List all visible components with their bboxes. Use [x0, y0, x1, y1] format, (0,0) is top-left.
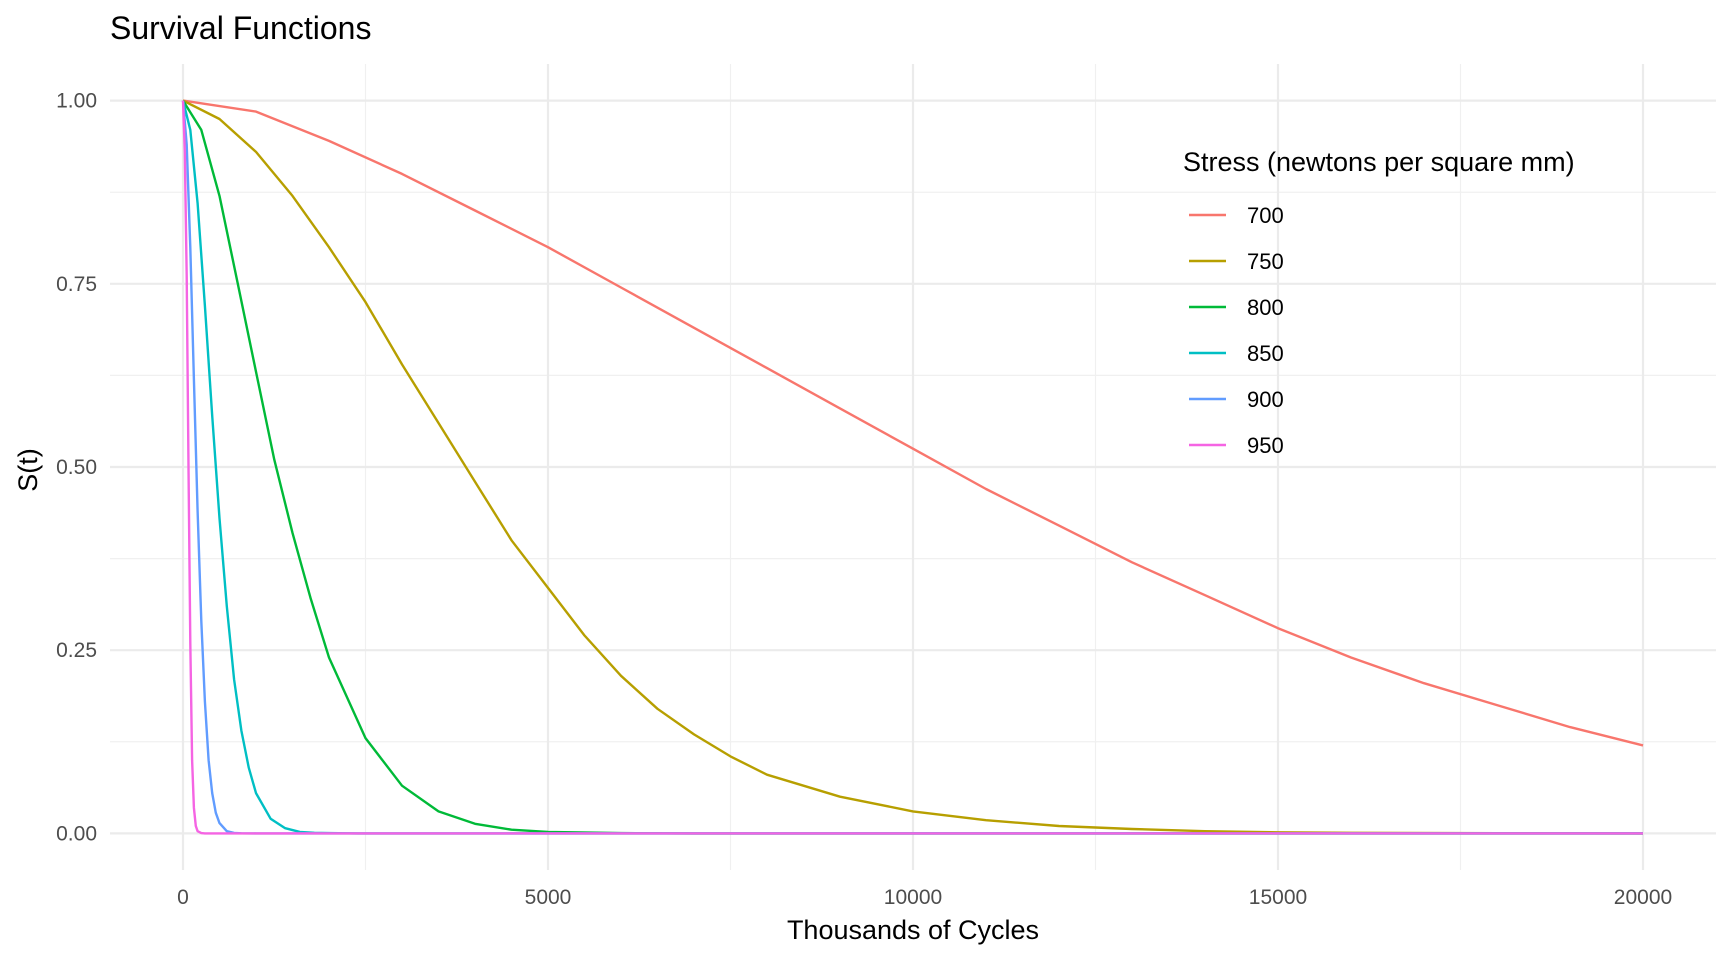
- series-line-950: [181, 100, 1643, 835]
- legend-label-800: 800: [1247, 295, 1284, 320]
- y-tick-label: 0.50: [56, 456, 97, 479]
- x-tick-label: 10000: [884, 886, 942, 909]
- x-tick-label: 20000: [1614, 886, 1672, 909]
- grid-major: [110, 64, 1716, 870]
- series-line-750: [182, 99, 1644, 835]
- x-tick-label: 5000: [525, 886, 572, 909]
- y-tick-label: 0.00: [56, 822, 97, 845]
- y-tick-label: 1.00: [56, 90, 97, 113]
- x-tick-label: 0: [177, 886, 189, 909]
- y-axis-label: S(t): [13, 448, 43, 492]
- legend-items: 700 750 800 850 900 950: [1189, 203, 1284, 458]
- series-line-700: [182, 99, 1644, 747]
- legend-label-700: 700: [1247, 203, 1284, 228]
- x-axis-label: Thousands of Cycles: [787, 915, 1039, 945]
- legend-label-900: 900: [1247, 387, 1284, 412]
- legend-label-750: 750: [1247, 249, 1284, 274]
- series-lines: [181, 99, 1644, 835]
- legend-label-950: 950: [1247, 433, 1284, 458]
- chart-title: Survival Functions: [110, 10, 371, 46]
- y-tick-labels: 0.00 0.25 0.50 0.75 1.00: [56, 90, 97, 846]
- legend-label-850: 850: [1247, 341, 1284, 366]
- y-tick-label: 0.25: [56, 639, 97, 662]
- legend-title: Stress (newtons per square mm): [1183, 147, 1575, 177]
- x-tick-labels: 0 5000 10000 15000 20000: [177, 886, 1672, 909]
- legend: Stress (newtons per square mm) 700 750 800…: [1183, 147, 1575, 458]
- x-tick-label: 15000: [1249, 886, 1307, 909]
- y-tick-label: 0.75: [56, 273, 97, 296]
